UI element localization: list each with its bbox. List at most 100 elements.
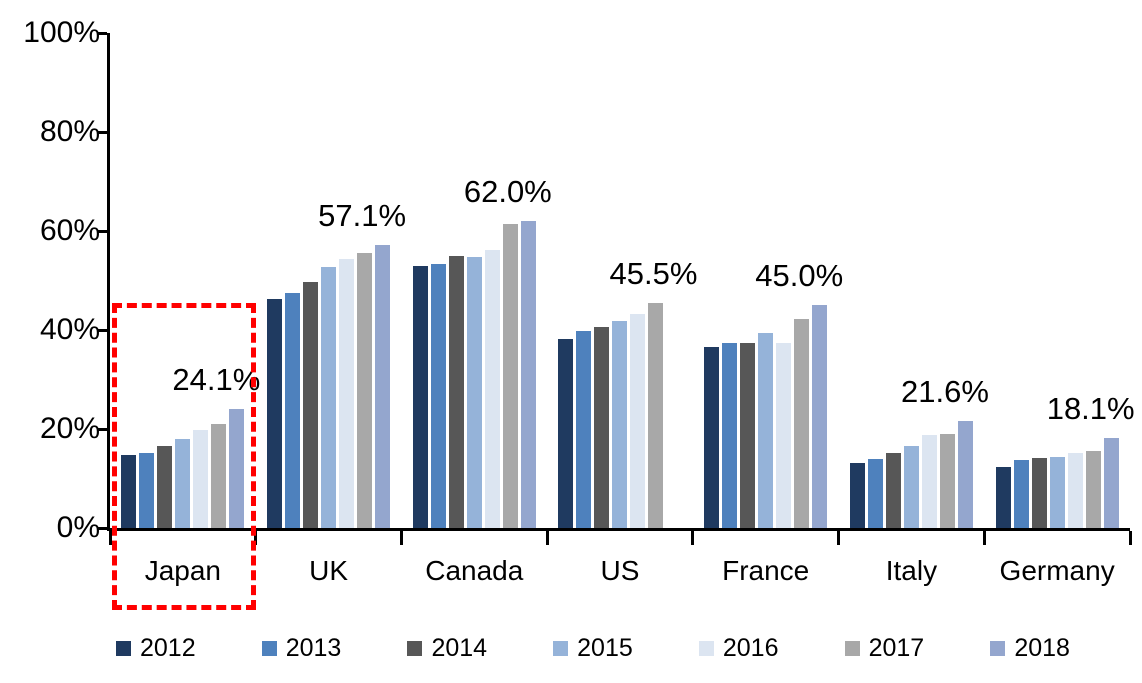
bar-japan-2015 bbox=[175, 439, 191, 528]
legend-swatch-icon bbox=[553, 640, 569, 656]
x-axis-tick bbox=[837, 531, 841, 545]
legend-item-2012: 2012 bbox=[110, 630, 256, 666]
data-label-us: 45.5% bbox=[609, 255, 698, 291]
legend-swatch-icon bbox=[261, 640, 277, 656]
y-axis-tick bbox=[98, 31, 107, 35]
bar-uk-2016 bbox=[339, 258, 355, 528]
bar-germany-2014 bbox=[1031, 458, 1047, 528]
bar-france-2018 bbox=[812, 305, 828, 528]
y-axis-tick-label: 60% bbox=[39, 214, 100, 247]
bar-france-2015 bbox=[758, 333, 774, 528]
x-axis-label-italy: Italy bbox=[885, 555, 938, 586]
data-label-germany: 18.1% bbox=[1046, 391, 1135, 427]
bar-japan-2012 bbox=[121, 454, 137, 528]
legend-item-2018: 2018 bbox=[984, 630, 1130, 666]
x-axis bbox=[107, 528, 1130, 531]
x-axis-label-canada: Canada bbox=[425, 555, 524, 586]
bar-france-2017 bbox=[794, 319, 810, 528]
bar-france-2016 bbox=[776, 343, 792, 528]
bar-japan-2013 bbox=[139, 453, 155, 528]
x-axis-tick bbox=[1128, 531, 1132, 545]
y-axis-tick bbox=[98, 427, 107, 431]
bar-italy-2017 bbox=[939, 434, 955, 528]
x-axis-tick bbox=[982, 531, 986, 545]
bar-group-italy bbox=[839, 33, 985, 528]
legend-label: 2015 bbox=[577, 633, 633, 662]
y-axis-tick-label: 100% bbox=[23, 16, 100, 49]
data-label-france: 45.0% bbox=[755, 258, 844, 294]
bar-us-2017 bbox=[648, 302, 664, 528]
bar-canada-2017 bbox=[502, 224, 518, 528]
bar-italy-2014 bbox=[885, 453, 901, 528]
bar-canada-2013 bbox=[430, 263, 446, 528]
legend-swatch-icon bbox=[407, 640, 423, 656]
bar-group-us bbox=[547, 33, 693, 528]
y-axis-tick bbox=[98, 229, 107, 233]
bar-group-germany bbox=[984, 33, 1130, 528]
y-axis-tick-label: 20% bbox=[39, 412, 100, 445]
bar-japan-2018 bbox=[229, 408, 245, 528]
legend-item-2017: 2017 bbox=[839, 630, 985, 666]
bar-germany-2012 bbox=[995, 466, 1011, 528]
legend-item-2014: 2014 bbox=[401, 630, 547, 666]
bar-us-2013 bbox=[576, 330, 592, 528]
bar-japan-2014 bbox=[157, 445, 173, 528]
bar-italy-2013 bbox=[867, 459, 883, 528]
bar-italy-2018 bbox=[957, 421, 973, 528]
bar-canada-2012 bbox=[412, 265, 428, 528]
bar-france-2013 bbox=[722, 342, 738, 528]
plot-area: 0% 20% 40% 60% 80% 100% 24.1% 57.1% 62.0% 45.5% 45… bbox=[23, 16, 1135, 545]
bar-uk-2012 bbox=[267, 299, 283, 528]
x-axis-tick bbox=[545, 531, 549, 545]
y-axis-tick-label: 0% bbox=[56, 511, 100, 544]
legend-label: 2013 bbox=[285, 633, 342, 662]
bar-italy-2012 bbox=[849, 462, 865, 528]
bar-canada-2016 bbox=[484, 249, 500, 528]
y-axis-tick bbox=[98, 328, 107, 332]
bar-canada-2014 bbox=[448, 256, 464, 528]
bar-germany-2017 bbox=[1085, 450, 1101, 528]
bar-uk-2017 bbox=[357, 253, 373, 528]
x-axis-tick bbox=[399, 531, 403, 545]
bar-us-2014 bbox=[594, 326, 610, 528]
bar-italy-2016 bbox=[921, 435, 937, 528]
bar-france-2012 bbox=[704, 347, 720, 528]
bar-group-japan bbox=[110, 33, 256, 528]
bar-germany-2016 bbox=[1067, 453, 1083, 528]
x-axis-label-france: France bbox=[722, 555, 810, 586]
y-axis bbox=[107, 33, 110, 528]
data-label-canada: 62.0% bbox=[463, 174, 552, 210]
bar-us-2015 bbox=[612, 320, 628, 528]
bar-us-2016 bbox=[630, 314, 646, 528]
legend-label: 2014 bbox=[431, 633, 488, 662]
y-axis-tick-label: 40% bbox=[39, 313, 100, 346]
x-axis-label-us: US bbox=[600, 555, 640, 586]
x-axis-label-japan: Japan bbox=[144, 555, 221, 586]
data-label-uk: 57.1% bbox=[318, 198, 407, 234]
legend-item-2013: 2013 bbox=[256, 630, 402, 666]
legend-item-2015: 2015 bbox=[547, 630, 693, 666]
bar-germany-2015 bbox=[1049, 456, 1065, 528]
bar-japan-2016 bbox=[193, 430, 209, 528]
x-axis-tick bbox=[108, 531, 112, 545]
legend-label: 2016 bbox=[722, 633, 779, 662]
legend-swatch-icon bbox=[844, 640, 860, 656]
bar-us-2012 bbox=[558, 339, 574, 528]
legend-label: 2012 bbox=[140, 633, 196, 662]
legend-swatch-icon bbox=[990, 640, 1006, 656]
highlight-box bbox=[112, 303, 256, 610]
legend-swatch-icon bbox=[698, 640, 714, 656]
bar-germany-2013 bbox=[1013, 460, 1029, 528]
legend-label: 2017 bbox=[868, 633, 925, 662]
legend-item-2016: 2016 bbox=[693, 630, 839, 666]
legend-swatch-icon bbox=[116, 640, 131, 656]
bar-uk-2015 bbox=[321, 266, 337, 528]
bar-canada-2015 bbox=[466, 257, 482, 528]
bar-germany-2018 bbox=[1103, 438, 1119, 528]
bar-france-2014 bbox=[740, 342, 756, 528]
bar-group-canada bbox=[401, 33, 547, 528]
x-axis-label-uk: UK bbox=[309, 555, 348, 586]
bar-uk-2013 bbox=[285, 292, 301, 528]
bar-japan-2017 bbox=[211, 423, 227, 528]
y-axis-tick-label: 80% bbox=[39, 115, 100, 148]
